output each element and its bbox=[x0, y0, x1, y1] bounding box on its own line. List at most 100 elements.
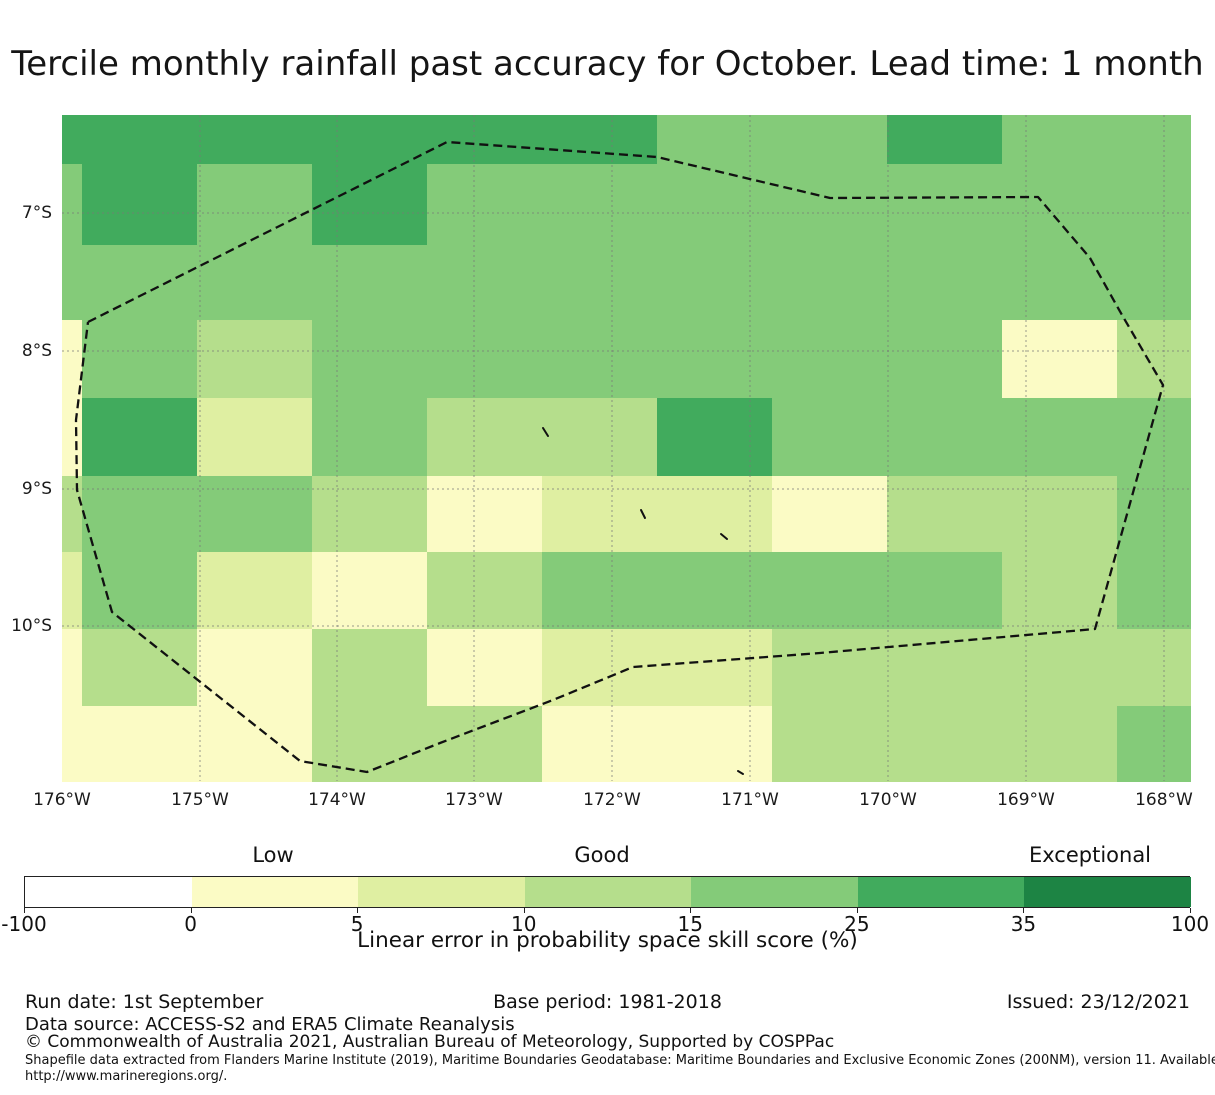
y-tick-label: 7°S bbox=[21, 203, 52, 223]
colorbar-caption: Linear error in probability space skill … bbox=[357, 928, 858, 953]
heatmap-cell bbox=[887, 164, 1003, 246]
heatmap-cell bbox=[312, 245, 428, 321]
colorbar bbox=[24, 876, 1192, 908]
heatmap-plot-area bbox=[62, 115, 1191, 782]
heatmap-cell bbox=[1117, 629, 1191, 707]
y-tick-label: 10°S bbox=[11, 616, 52, 636]
heatmap-cell bbox=[887, 552, 1003, 630]
heatmap-cell bbox=[82, 115, 198, 165]
heatmap-cell bbox=[772, 245, 888, 321]
heatmap-cell bbox=[542, 552, 658, 630]
heatmap-cells bbox=[62, 115, 1191, 782]
heatmap-cell bbox=[1002, 706, 1118, 782]
heatmap-cell bbox=[772, 164, 888, 246]
heatmap-cell bbox=[542, 320, 658, 399]
heatmap-cell bbox=[82, 320, 198, 399]
heatmap-cell bbox=[62, 552, 83, 630]
heatmap-cell bbox=[1117, 245, 1191, 321]
colorbar-tick-mark bbox=[1190, 908, 1191, 913]
heatmap-cell bbox=[312, 115, 428, 165]
heatmap-cell bbox=[772, 398, 888, 477]
heatmap-cell bbox=[427, 552, 543, 630]
heatmap-cell bbox=[427, 115, 543, 165]
island-mark bbox=[737, 770, 744, 775]
heatmap-cell bbox=[312, 629, 428, 707]
heatmap-cell bbox=[62, 706, 83, 782]
heatmap-cell bbox=[1002, 398, 1118, 477]
heatmap-cell bbox=[657, 245, 773, 321]
heatmap-cell bbox=[1002, 115, 1118, 165]
heatmap-cell bbox=[197, 164, 313, 246]
footer-shapefile-url: http://www.marineregions.org/. bbox=[25, 1069, 228, 1084]
heatmap-cell bbox=[197, 706, 313, 782]
heatmap-cell bbox=[887, 706, 1003, 782]
colorbar-segment bbox=[691, 877, 859, 907]
y-tick-label: 9°S bbox=[21, 479, 52, 499]
heatmap-cell bbox=[1117, 115, 1191, 165]
footer-data-source: Data source: ACCESS-S2 and ERA5 Climate … bbox=[25, 1014, 515, 1035]
heatmap-cell bbox=[1117, 164, 1191, 246]
heatmap-cell bbox=[1002, 552, 1118, 630]
heatmap-cell bbox=[82, 245, 198, 321]
colorbar-tick-label: 5 bbox=[350, 912, 364, 936]
x-tick-label: 170°W bbox=[859, 790, 917, 810]
heatmap-cell bbox=[62, 245, 83, 321]
eez-boundary-dashed-line bbox=[74, 140, 1165, 774]
heatmap-cell bbox=[542, 164, 658, 246]
colorbar-tick-label: 0 bbox=[184, 912, 197, 936]
heatmap-cell bbox=[312, 552, 428, 630]
colorbar-tick-mark bbox=[856, 908, 858, 913]
x-tick-label: 176°W bbox=[33, 790, 91, 810]
heatmap-cell bbox=[657, 320, 773, 399]
heatmap-cell bbox=[427, 320, 543, 399]
heatmap-cell bbox=[657, 164, 773, 246]
colorbar-tick-label: 10 bbox=[510, 912, 537, 936]
heatmap-cell bbox=[312, 164, 428, 246]
island-mark bbox=[720, 533, 728, 540]
footer-shapefile-attribution: Shapefile data extracted from Flanders M… bbox=[25, 1053, 1215, 1068]
colorbar-segment bbox=[358, 877, 526, 907]
colorbar-tick-mark bbox=[690, 908, 692, 913]
heatmap-cell bbox=[1117, 552, 1191, 630]
x-tick-label: 171°W bbox=[721, 790, 779, 810]
footer-copyright: © Commonwealth of Australia 2021, Austra… bbox=[25, 1032, 835, 1052]
x-tick-label: 173°W bbox=[445, 790, 503, 810]
colorbar-tick-mark bbox=[523, 908, 525, 913]
heatmap-cell bbox=[772, 706, 888, 782]
heatmap-cell bbox=[62, 164, 83, 246]
colorbar-tick-label: 25 bbox=[844, 912, 870, 936]
colorbar-segment bbox=[1024, 877, 1192, 907]
heatmap-cell bbox=[197, 115, 313, 165]
heatmap-cell bbox=[197, 320, 313, 399]
heatmap-cell bbox=[1002, 164, 1118, 246]
x-tick-label: 169°W bbox=[997, 790, 1055, 810]
heatmap-cell bbox=[427, 245, 543, 321]
heatmap-cell bbox=[887, 115, 1003, 165]
heatmap-cell bbox=[542, 706, 658, 782]
page-title: Tercile monthly rainfall past accuracy f… bbox=[11, 44, 1204, 84]
footer-run-date: Run date: 1st September bbox=[25, 991, 264, 1013]
colorbar-segment bbox=[857, 877, 1025, 907]
heatmap-cell bbox=[542, 245, 658, 321]
heatmap-cell bbox=[1117, 398, 1191, 477]
colorbar-tick-mark bbox=[190, 908, 192, 913]
footer-base-period: Base period: 1981-2018 bbox=[493, 991, 722, 1013]
heatmap-cell bbox=[887, 320, 1003, 399]
island-mark bbox=[542, 427, 549, 437]
heatmap-cell bbox=[312, 320, 428, 399]
colorbar-tick-label: -100 bbox=[1, 912, 47, 936]
colorbar-tick-mark bbox=[24, 908, 25, 913]
heatmap-cell bbox=[197, 552, 313, 630]
heatmap-cell bbox=[197, 398, 313, 477]
colorbar-tick-mark bbox=[357, 908, 359, 913]
island-mark bbox=[640, 509, 646, 519]
heatmap-cell bbox=[82, 629, 198, 707]
colorbar-tick-mark bbox=[1023, 908, 1025, 913]
heatmap-cell bbox=[772, 629, 888, 707]
colorbar-category-label: Low bbox=[252, 843, 294, 867]
y-tick-label: 8°S bbox=[21, 341, 52, 361]
heatmap-cell bbox=[1002, 245, 1118, 321]
heatmap-cell bbox=[1002, 629, 1118, 707]
heatmap-cell bbox=[82, 398, 198, 477]
colorbar-segment bbox=[524, 877, 692, 907]
